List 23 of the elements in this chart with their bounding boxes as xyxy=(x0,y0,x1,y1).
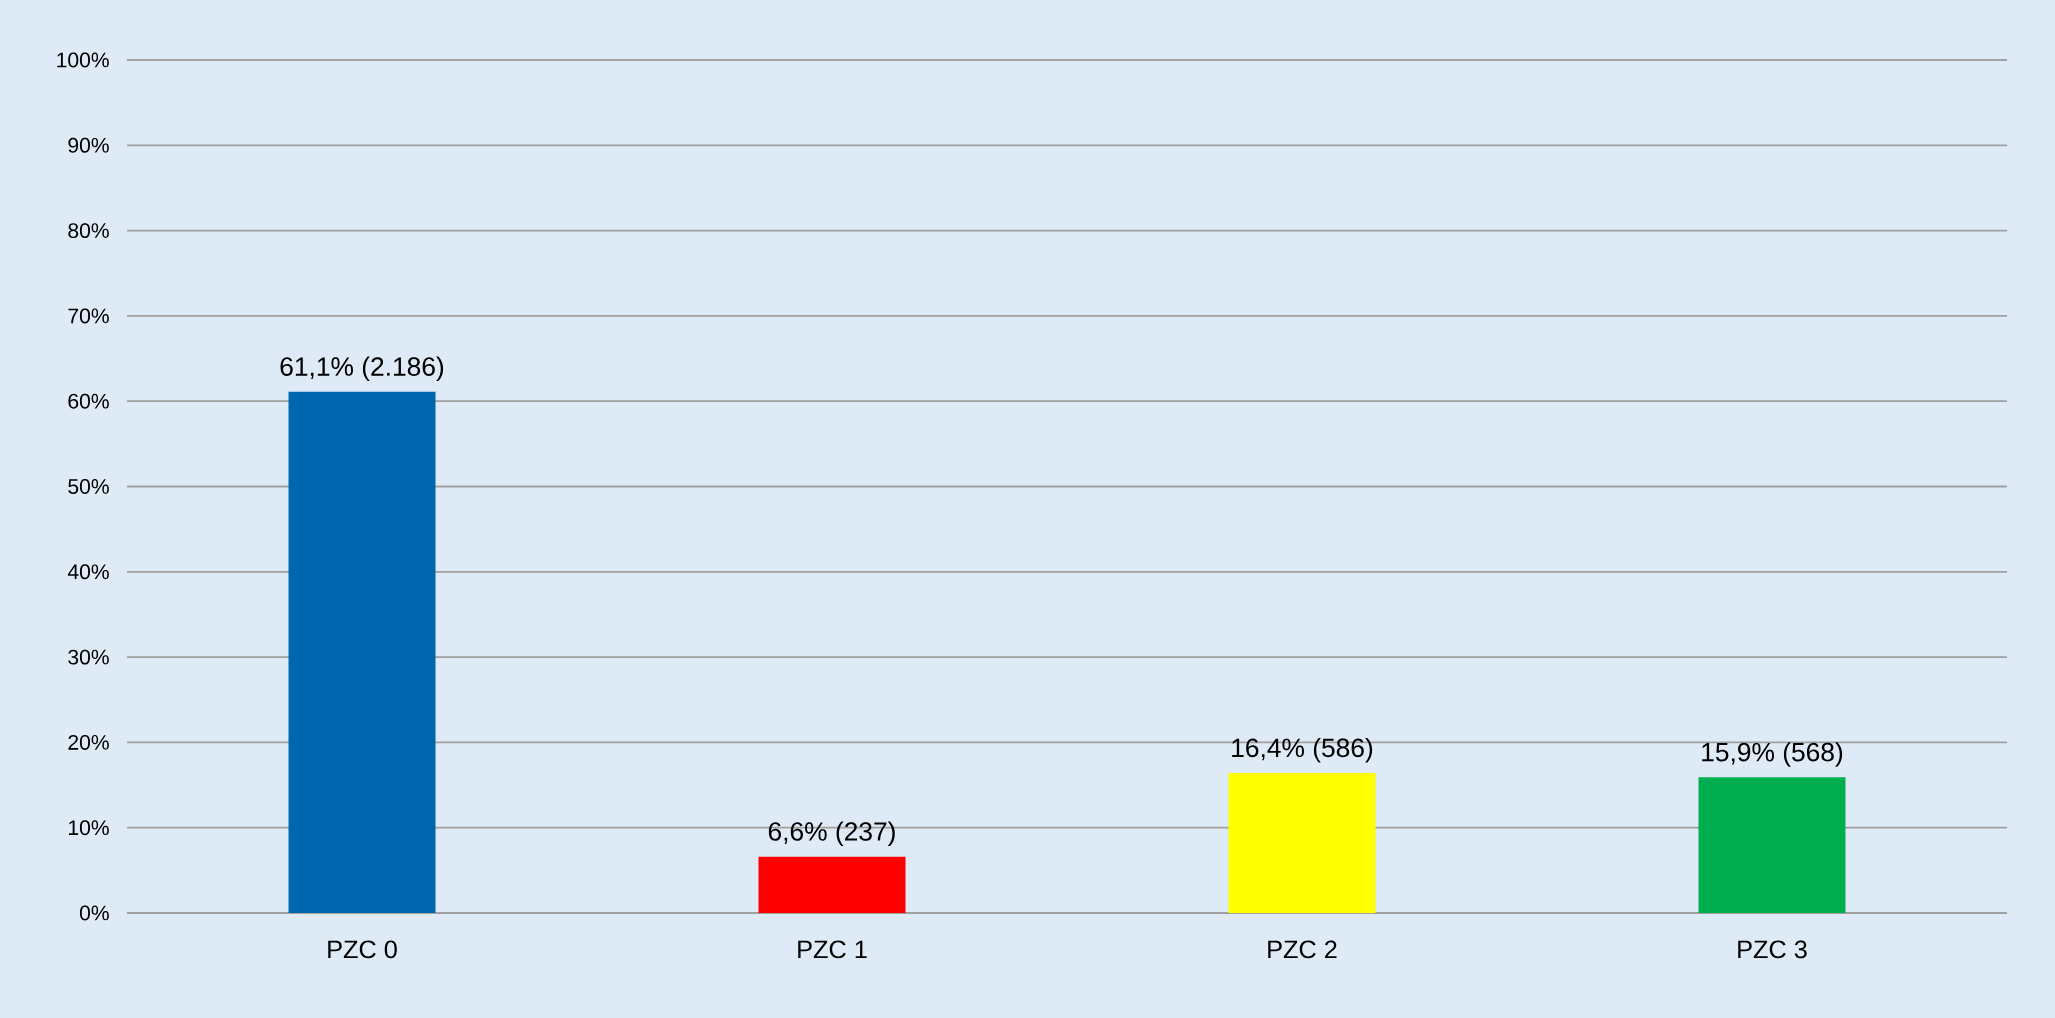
y-tick-label: 30% xyxy=(68,649,109,665)
data-label: 61,1% (2.186) xyxy=(280,356,444,382)
y-tick-label: 80% xyxy=(68,223,109,239)
y-tick-label: 50% xyxy=(68,479,109,494)
y-tick-label: 20% xyxy=(68,734,109,750)
y-tick-label: 90% xyxy=(68,137,109,153)
y-tick-label: 40% xyxy=(67,564,109,580)
bar xyxy=(288,391,436,913)
y-tick-label: 60% xyxy=(68,393,109,409)
data-label: 15,9% (568) xyxy=(1702,742,1843,767)
bar xyxy=(1698,777,1846,913)
data-label: 6,6% (237) xyxy=(768,821,895,846)
bar xyxy=(758,856,906,913)
y-tick-label: 70% xyxy=(68,308,109,324)
data-label: 16,4% (586) xyxy=(1232,737,1373,763)
x-tick-label: PZC 3 xyxy=(1738,940,1807,959)
y-tick-label: 0% xyxy=(79,905,109,921)
y-tick-label: 10% xyxy=(68,820,109,836)
y-tick-label: 100% xyxy=(57,52,109,68)
x-tick-label: PZC 1 xyxy=(798,940,867,959)
x-tick-label: PZC 2 xyxy=(1268,940,1337,959)
bar xyxy=(1228,773,1376,913)
x-tick-label: PZC 0 xyxy=(328,940,397,959)
